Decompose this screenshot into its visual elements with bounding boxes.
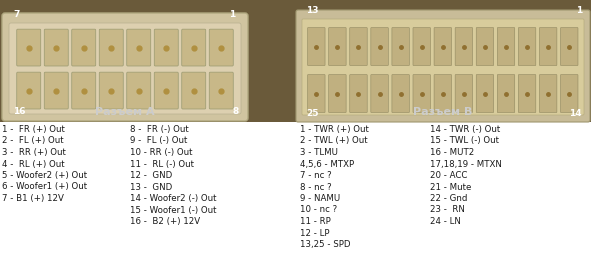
Text: 7 - nc ?: 7 - nc ? <box>300 171 332 180</box>
Text: 10 - nc ?: 10 - nc ? <box>300 205 337 214</box>
Text: 23 -  RN: 23 - RN <box>430 205 465 214</box>
Text: 14 - Woofer2 (-) Out: 14 - Woofer2 (-) Out <box>130 194 216 203</box>
Text: 13,25 - SPD: 13,25 - SPD <box>300 240 350 249</box>
Text: 15 - TWL (-) Out: 15 - TWL (-) Out <box>430 136 499 146</box>
FancyBboxPatch shape <box>296 10 590 122</box>
Text: Разъем А: Разъем А <box>95 107 155 117</box>
FancyBboxPatch shape <box>350 28 367 66</box>
FancyBboxPatch shape <box>44 29 68 66</box>
Text: 16 - MUT2: 16 - MUT2 <box>430 148 474 157</box>
FancyBboxPatch shape <box>371 28 388 66</box>
FancyBboxPatch shape <box>44 72 68 109</box>
Text: 9 -  FL (-) Out: 9 - FL (-) Out <box>130 136 187 146</box>
FancyBboxPatch shape <box>392 75 410 113</box>
FancyBboxPatch shape <box>476 75 493 113</box>
Text: 1: 1 <box>229 10 235 19</box>
Text: 9 - NAMU: 9 - NAMU <box>300 194 340 203</box>
Text: 20 - ACC: 20 - ACC <box>430 171 467 180</box>
Text: Разъем В: Разъем В <box>413 107 473 117</box>
Text: 14: 14 <box>569 109 582 118</box>
Text: 14 - TWR (-) Out: 14 - TWR (-) Out <box>430 125 500 134</box>
Text: 15 - Woofer1 (-) Out: 15 - Woofer1 (-) Out <box>130 205 216 214</box>
FancyBboxPatch shape <box>154 29 178 66</box>
Text: 8: 8 <box>233 107 239 116</box>
Text: 2 -  FL (+) Out: 2 - FL (+) Out <box>2 136 64 146</box>
Text: 6 - Woofer1 (+) Out: 6 - Woofer1 (+) Out <box>2 183 87 192</box>
FancyBboxPatch shape <box>99 29 124 66</box>
Text: 7: 7 <box>13 10 20 19</box>
Text: 10 - RR (-) Out: 10 - RR (-) Out <box>130 148 193 157</box>
FancyBboxPatch shape <box>126 72 151 109</box>
FancyBboxPatch shape <box>99 72 124 109</box>
FancyBboxPatch shape <box>560 28 578 66</box>
FancyBboxPatch shape <box>540 28 557 66</box>
FancyBboxPatch shape <box>476 28 493 66</box>
Text: 25: 25 <box>306 109 319 118</box>
Text: 4,5,6 - MTXP: 4,5,6 - MTXP <box>300 159 354 168</box>
Text: 4 -  RL (+) Out: 4 - RL (+) Out <box>2 159 64 168</box>
FancyBboxPatch shape <box>350 75 367 113</box>
Text: 24 - LN: 24 - LN <box>430 217 461 226</box>
Text: 5 - Woofer2 (+) Out: 5 - Woofer2 (+) Out <box>2 171 87 180</box>
Text: 3 -  RR (+) Out: 3 - RR (+) Out <box>2 148 66 157</box>
FancyBboxPatch shape <box>329 28 346 66</box>
FancyBboxPatch shape <box>392 28 410 66</box>
Text: 13 -  GND: 13 - GND <box>130 183 172 192</box>
Text: 1: 1 <box>576 6 582 15</box>
FancyBboxPatch shape <box>455 28 473 66</box>
Text: 13: 13 <box>306 6 319 15</box>
Text: 11 - RP: 11 - RP <box>300 217 331 226</box>
FancyBboxPatch shape <box>413 75 430 113</box>
FancyBboxPatch shape <box>518 75 536 113</box>
FancyBboxPatch shape <box>455 75 473 113</box>
FancyBboxPatch shape <box>434 75 452 113</box>
FancyBboxPatch shape <box>72 29 96 66</box>
Text: 2 - TWL (+) Out: 2 - TWL (+) Out <box>300 136 368 146</box>
Text: 3 - TLMU: 3 - TLMU <box>300 148 338 157</box>
FancyBboxPatch shape <box>17 72 41 109</box>
FancyBboxPatch shape <box>307 28 325 66</box>
Text: 1 -  FR (+) Out: 1 - FR (+) Out <box>2 125 65 134</box>
Text: 16: 16 <box>13 107 25 116</box>
Text: 11 -  RL (-) Out: 11 - RL (-) Out <box>130 159 194 168</box>
FancyBboxPatch shape <box>182 29 206 66</box>
Text: 8 - nc ?: 8 - nc ? <box>300 183 332 192</box>
FancyBboxPatch shape <box>497 28 515 66</box>
FancyBboxPatch shape <box>0 122 591 260</box>
Text: 21 - Mute: 21 - Mute <box>430 183 472 192</box>
FancyBboxPatch shape <box>371 75 388 113</box>
FancyBboxPatch shape <box>126 29 151 66</box>
Text: 17,18,19 - MTXN: 17,18,19 - MTXN <box>430 159 502 168</box>
FancyBboxPatch shape <box>154 72 178 109</box>
FancyBboxPatch shape <box>302 19 584 115</box>
FancyBboxPatch shape <box>413 28 430 66</box>
FancyBboxPatch shape <box>560 75 578 113</box>
FancyBboxPatch shape <box>209 72 233 109</box>
Text: 12 -  GND: 12 - GND <box>130 171 172 180</box>
FancyBboxPatch shape <box>182 72 206 109</box>
FancyBboxPatch shape <box>497 75 515 113</box>
FancyBboxPatch shape <box>72 72 96 109</box>
FancyBboxPatch shape <box>307 75 325 113</box>
FancyBboxPatch shape <box>17 29 41 66</box>
Text: 16 -  B2 (+) 12V: 16 - B2 (+) 12V <box>130 217 200 226</box>
Text: 22 - Gnd: 22 - Gnd <box>430 194 467 203</box>
Text: 1 - TWR (+) Out: 1 - TWR (+) Out <box>300 125 369 134</box>
FancyBboxPatch shape <box>518 28 536 66</box>
Text: 12 - LP: 12 - LP <box>300 229 330 237</box>
FancyBboxPatch shape <box>540 75 557 113</box>
Text: 7 - B1 (+) 12V: 7 - B1 (+) 12V <box>2 194 64 203</box>
FancyBboxPatch shape <box>0 0 591 122</box>
FancyBboxPatch shape <box>434 28 452 66</box>
FancyBboxPatch shape <box>2 13 248 121</box>
Text: 8 -  FR (-) Out: 8 - FR (-) Out <box>130 125 189 134</box>
FancyBboxPatch shape <box>329 75 346 113</box>
FancyBboxPatch shape <box>9 23 241 114</box>
FancyBboxPatch shape <box>209 29 233 66</box>
